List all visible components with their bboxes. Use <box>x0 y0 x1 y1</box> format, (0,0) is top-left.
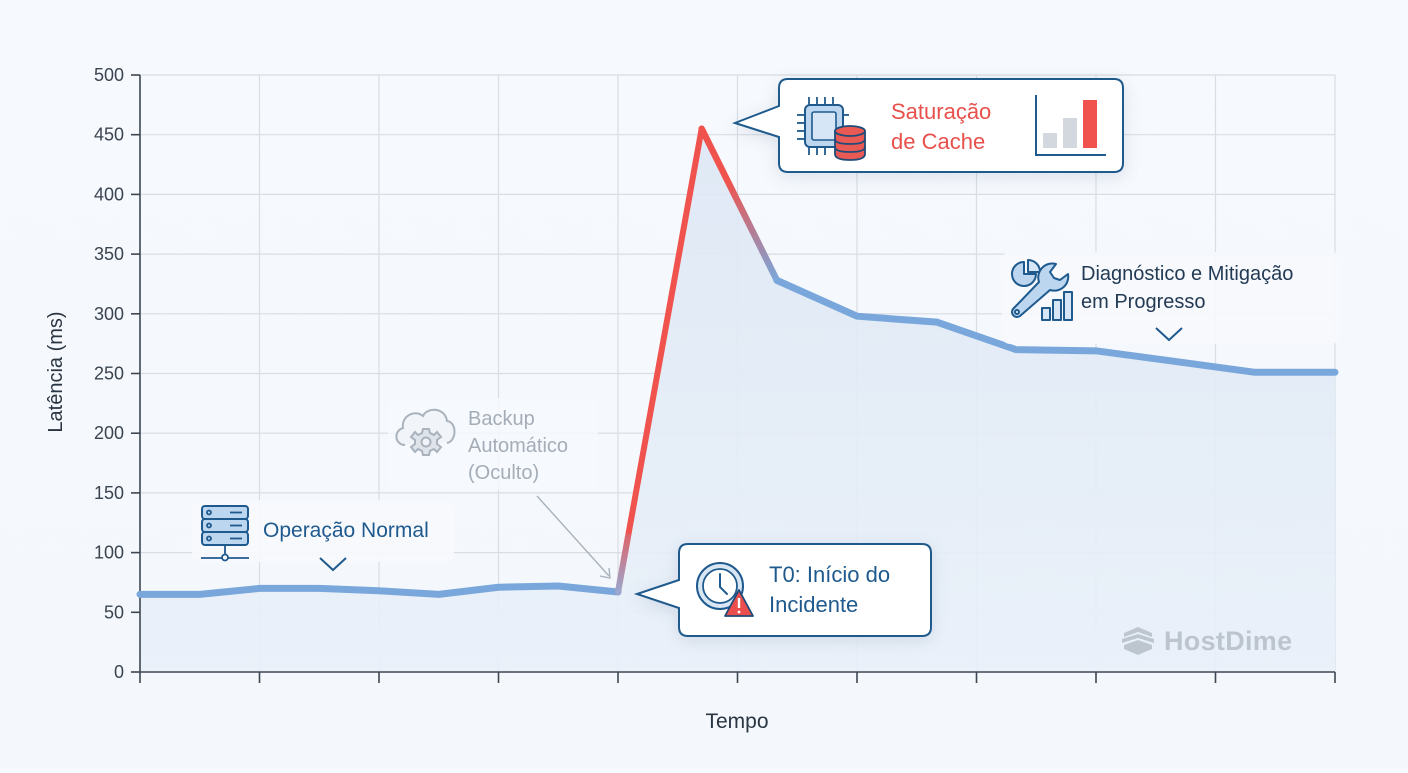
latency-line <box>136 125 1339 598</box>
clock-warning-icon <box>696 562 754 617</box>
annotation-cache-text: Saturação de Cache <box>891 97 991 157</box>
watermark-text: HostDime <box>1164 625 1293 656</box>
y-tick-label: 100 <box>94 543 124 563</box>
y-tick-label: 300 <box>94 304 124 324</box>
annotation-t0-line2: Incidente <box>769 592 859 617</box>
chevron-down-icon <box>1155 327 1183 342</box>
annotation-normal-label: Operação Normal <box>263 519 429 542</box>
hostdime-watermark: HostDime <box>1118 624 1292 658</box>
cloud-gear-icon <box>395 408 456 456</box>
annotation-diagnosis-text: Diagnóstico e Mitigação em Progresso <box>1081 260 1293 316</box>
y-tick-label: 200 <box>94 423 124 443</box>
y-tick-label: 500 <box>94 65 124 85</box>
annotation-cache-line2: de Cache <box>891 129 986 154</box>
annotation-backup-line1: Backup <box>468 408 535 430</box>
y-tick-label: 250 <box>94 364 124 384</box>
y-tick-label: 450 <box>94 125 124 145</box>
x-axis-label: Tempo <box>705 710 768 733</box>
bar-chart-icon <box>1035 95 1106 156</box>
y-tick-labels: 0 50 100 150 200 250 300 350 400 450 500 <box>94 65 124 682</box>
axes <box>131 74 1336 683</box>
annotation-diag-line1: Diagnóstico e Mitigação <box>1081 263 1294 285</box>
annotation-t0-text: T0: Início do Incidente <box>769 560 890 620</box>
annotation-t0-line1: T0: Início do <box>769 562 891 587</box>
annotation-backup-line2: Automático <box>468 435 569 457</box>
callout-shape <box>731 78 1124 173</box>
annotation-backup-line3: (Oculto) <box>468 462 540 484</box>
server-icon <box>201 505 249 562</box>
y-tick-label: 50 <box>104 602 124 622</box>
annotation-diagnosis: Diagnóstico e Mitigação em Progresso <box>1002 252 1340 344</box>
annotation-cache-line1: Saturação <box>891 99 992 124</box>
annotation-cache-saturation: Saturação de Cache <box>731 77 1129 175</box>
y-tick-label: 400 <box>94 184 124 204</box>
y-axis-label: Latência (ms) <box>45 311 67 432</box>
annotation-diag-line2: em Progresso <box>1081 291 1206 313</box>
area-fill <box>140 128 1335 673</box>
wrench-chart-icon <box>1011 259 1073 321</box>
annotation-t0-incident-start: T0: Início do Incidente <box>633 542 934 638</box>
annotation-backup-text: Backup Automático (Oculto) <box>468 406 568 487</box>
annotation-backup: Backup Automático (Oculto) <box>388 398 598 490</box>
y-tick-label: 0 <box>114 662 124 682</box>
chevron-down-icon <box>319 557 347 572</box>
annotation-normal-operation: Operação Normal <box>192 500 454 572</box>
hostdime-logo-icon <box>1122 627 1154 655</box>
backup-arrow <box>536 495 611 579</box>
y-tick-label: 350 <box>94 244 124 264</box>
y-tick-label: 150 <box>94 483 124 503</box>
cpu-database-icon <box>797 97 866 161</box>
